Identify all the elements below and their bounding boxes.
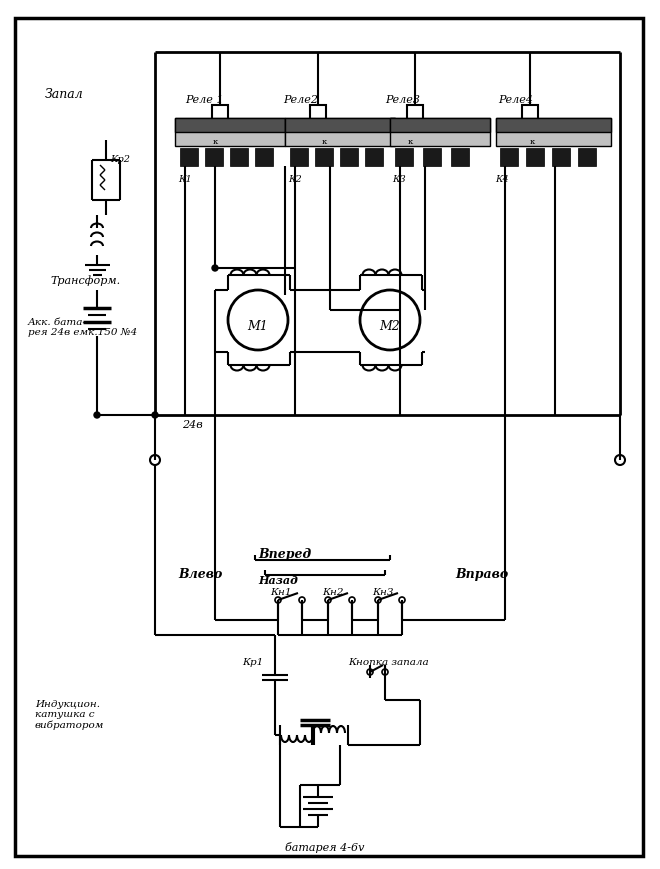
Bar: [390, 118, 490, 132]
Bar: [212, 105, 228, 127]
Text: к: к: [213, 138, 218, 146]
Circle shape: [94, 412, 100, 418]
Text: Кр1: Кр1: [242, 658, 263, 667]
Text: Влево: Влево: [178, 568, 222, 581]
Bar: [285, 118, 395, 146]
Text: Реле4: Реле4: [498, 95, 533, 105]
Bar: [175, 118, 285, 146]
Text: Вправо: Вправо: [455, 568, 508, 581]
Text: Реле3: Реле3: [385, 95, 420, 105]
Text: К3: К3: [392, 175, 406, 184]
Text: К4: К4: [495, 175, 509, 184]
Text: Индукцион.
катушка с
вибратором: Индукцион. катушка с вибратором: [35, 700, 104, 731]
Bar: [340, 148, 358, 166]
Bar: [407, 105, 423, 127]
Bar: [365, 148, 383, 166]
Text: Кн1: Кн1: [270, 588, 292, 597]
Bar: [255, 148, 273, 166]
Text: К2: К2: [288, 175, 302, 184]
Text: к: к: [530, 138, 535, 146]
Text: Кнопка запала: Кнопка запала: [348, 658, 428, 667]
Bar: [315, 148, 333, 166]
Circle shape: [152, 412, 158, 418]
Bar: [552, 148, 570, 166]
Bar: [395, 148, 413, 166]
Text: К1: К1: [178, 175, 192, 184]
Bar: [578, 148, 596, 166]
Text: Назад: Назад: [258, 575, 298, 586]
Bar: [180, 148, 198, 166]
Text: Кн3: Кн3: [372, 588, 393, 597]
Text: Кр2: Кр2: [110, 155, 130, 164]
Text: Трансформ.: Трансформ.: [50, 275, 120, 286]
Bar: [205, 148, 223, 166]
Bar: [496, 118, 611, 132]
Text: 24в: 24в: [182, 420, 203, 430]
Text: Реле 1: Реле 1: [185, 95, 224, 105]
Bar: [390, 118, 490, 146]
Bar: [451, 148, 469, 166]
Bar: [175, 118, 285, 132]
Bar: [526, 148, 544, 166]
Bar: [522, 105, 538, 127]
Bar: [423, 148, 441, 166]
Text: батарея 4-6v: батарея 4-6v: [285, 842, 364, 853]
Text: к: к: [408, 138, 413, 146]
Text: Акк. бата-
рея 24в емк.150 №4: Акк. бата- рея 24в емк.150 №4: [28, 318, 137, 337]
Text: Кн2: Кн2: [322, 588, 343, 597]
Bar: [290, 148, 308, 166]
Circle shape: [212, 265, 218, 271]
Text: Запал: Запал: [45, 88, 84, 101]
Bar: [230, 148, 248, 166]
Bar: [310, 105, 326, 127]
Text: М2: М2: [379, 321, 401, 334]
Bar: [285, 118, 395, 132]
Text: Вперед: Вперед: [258, 548, 312, 561]
Text: к: к: [322, 138, 327, 146]
Text: М1: М1: [248, 321, 269, 334]
Bar: [500, 148, 518, 166]
Bar: [496, 118, 611, 146]
Text: Реле2: Реле2: [283, 95, 318, 105]
